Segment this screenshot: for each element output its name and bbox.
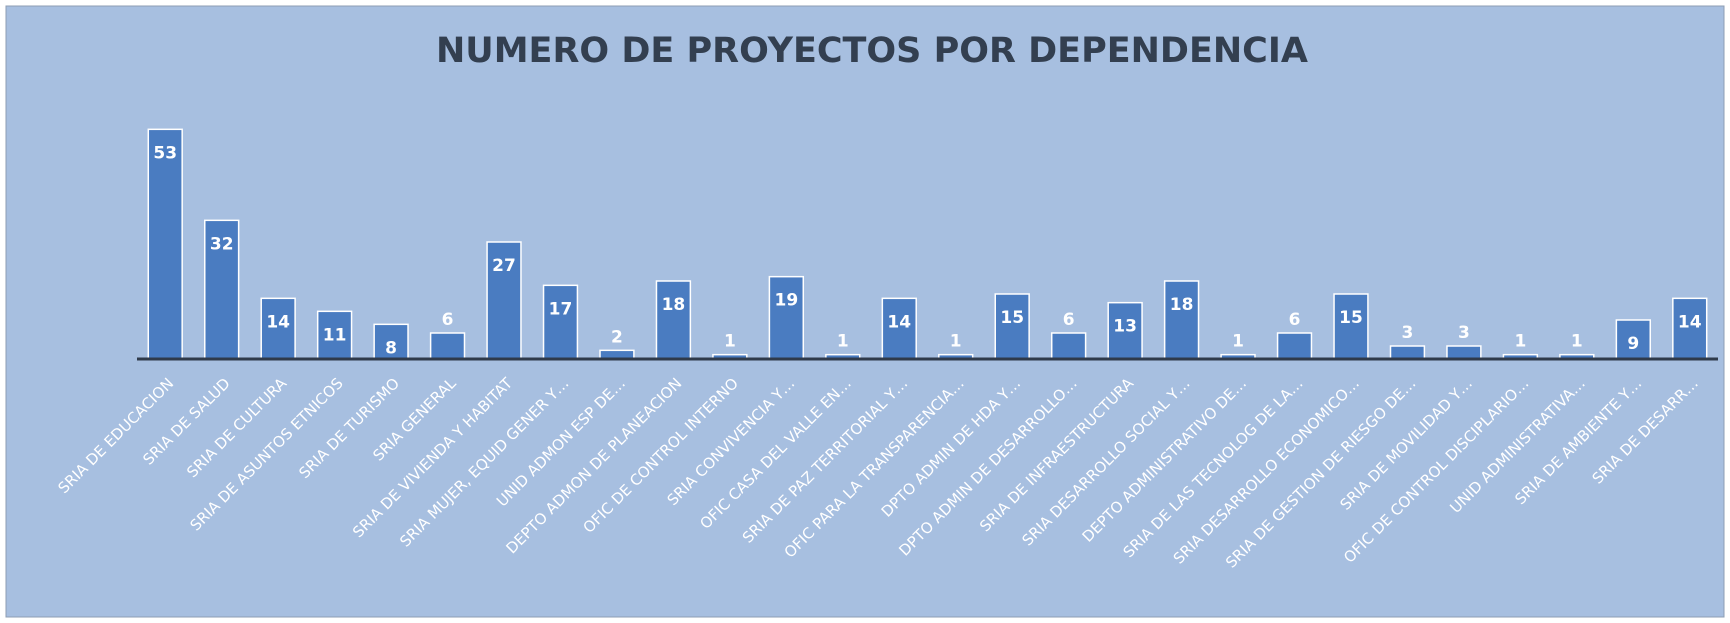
- data-label: 6: [1289, 310, 1301, 330]
- data-label: 1: [1514, 332, 1526, 352]
- data-label: 32: [210, 234, 234, 254]
- bar: [994, 293, 1030, 360]
- chart-title: NUMERO DE PROYECTOS POR DEPENDENCIA: [436, 31, 1308, 71]
- data-label: 1: [950, 332, 962, 352]
- data-label: 17: [549, 299, 573, 319]
- data-label: 14: [887, 312, 911, 332]
- bar: [542, 284, 579, 360]
- data-label: 15: [1000, 308, 1024, 328]
- data-label: 3: [1402, 323, 1414, 343]
- bar: [1163, 280, 1200, 360]
- data-label: 1: [1232, 332, 1244, 352]
- data-label: 1: [1571, 332, 1583, 352]
- bar: [881, 297, 917, 360]
- bar: [1333, 293, 1369, 360]
- bar: [1672, 297, 1708, 360]
- bar: [1389, 345, 1426, 360]
- bar: [429, 332, 466, 360]
- data-label: 1: [724, 332, 736, 352]
- data-label: 18: [662, 295, 686, 315]
- data-label: 18: [1170, 295, 1194, 315]
- bar: [260, 297, 296, 360]
- data-label: 14: [1678, 312, 1702, 332]
- data-label: 6: [1063, 310, 1075, 330]
- bar: [1276, 332, 1313, 360]
- bar: [1107, 301, 1143, 360]
- data-label: 15: [1339, 308, 1363, 328]
- bar: [204, 219, 240, 360]
- bar: [486, 241, 522, 360]
- data-label: 19: [775, 291, 799, 311]
- bar: [1050, 332, 1087, 360]
- bar: [768, 275, 805, 360]
- data-label: 6: [442, 310, 454, 330]
- bar: [147, 128, 183, 360]
- data-label: 8: [385, 338, 397, 358]
- data-label: 27: [492, 256, 516, 276]
- data-label: 53: [153, 143, 177, 163]
- data-label: 11: [323, 325, 347, 345]
- data-label: 2: [611, 327, 623, 347]
- data-label: 14: [266, 312, 290, 332]
- data-label: 9: [1627, 334, 1639, 354]
- data-label: 3: [1458, 323, 1470, 343]
- bar: [1446, 345, 1482, 360]
- data-label: 1: [837, 332, 849, 352]
- data-label: 13: [1113, 317, 1137, 337]
- bar: [655, 280, 692, 360]
